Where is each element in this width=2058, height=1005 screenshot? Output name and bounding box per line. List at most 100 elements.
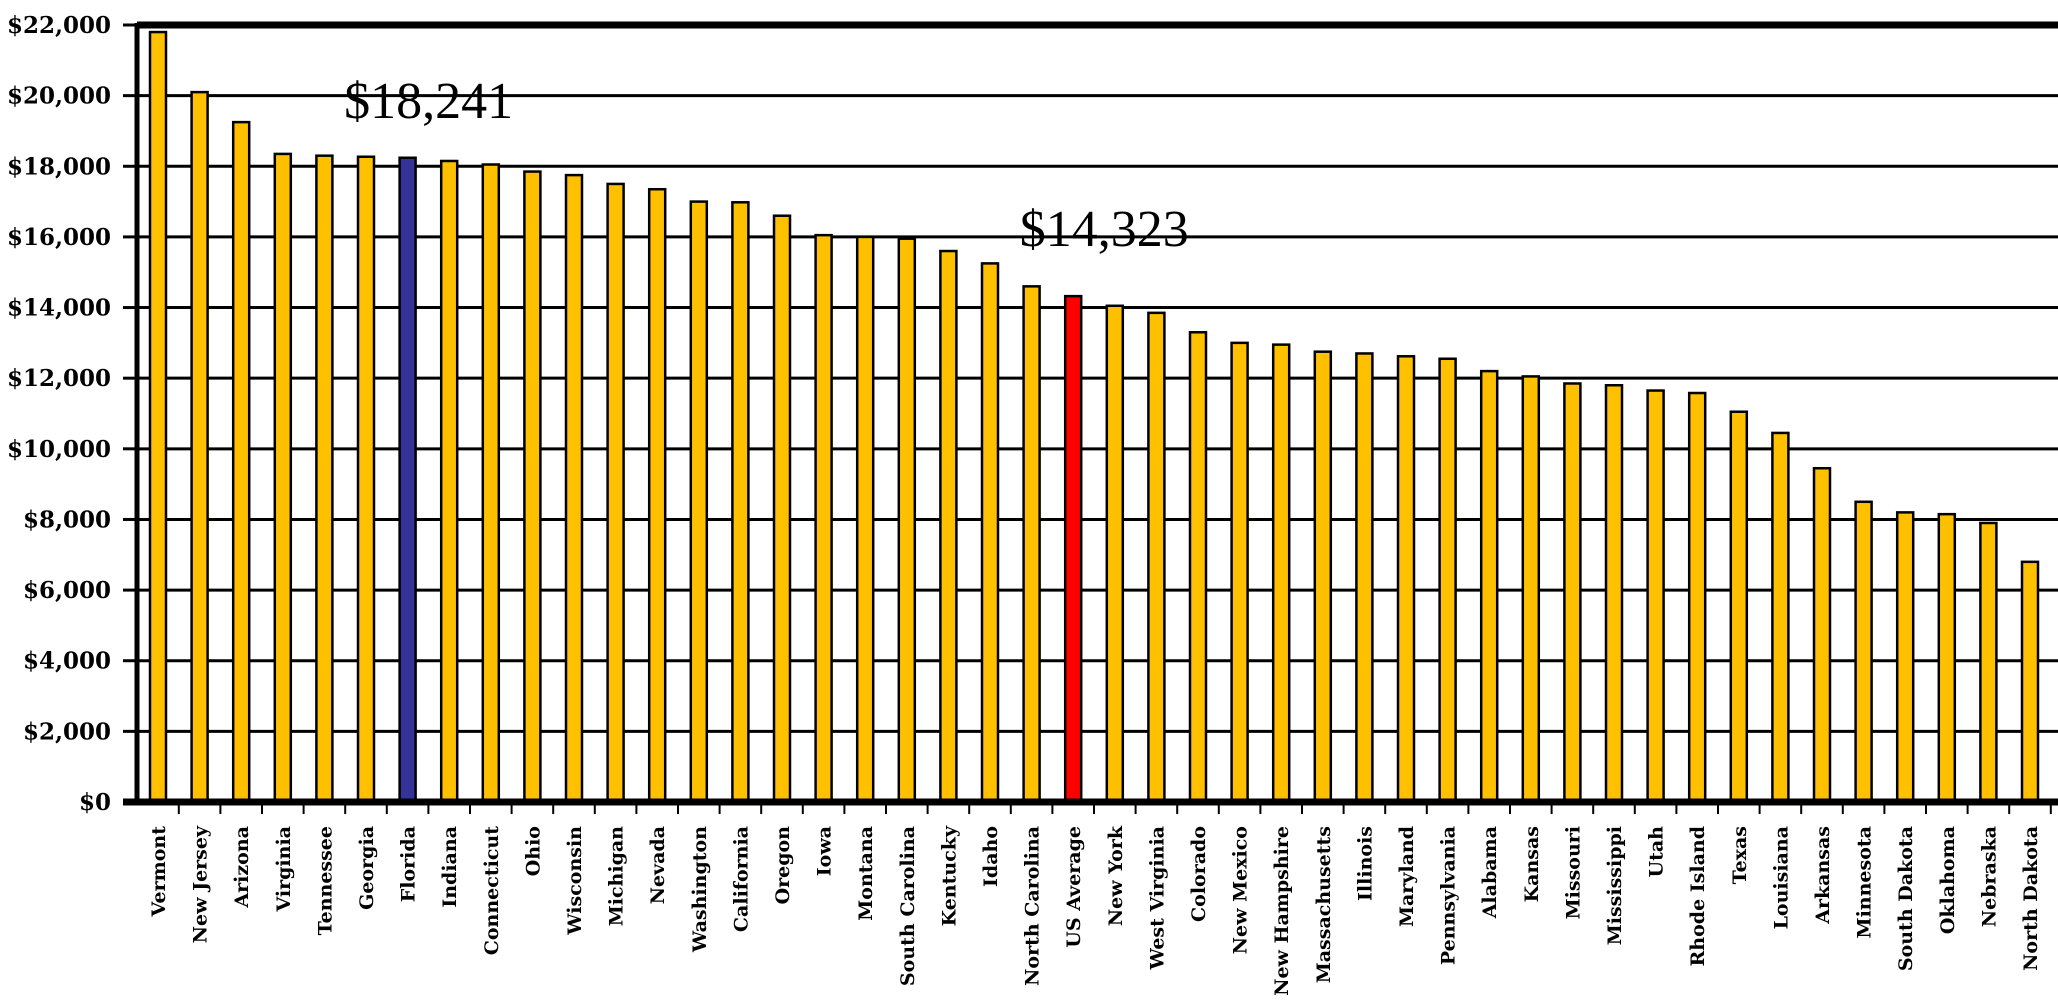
bar-michigan [606,182,625,804]
x-tick-label-virginia: Virginia [273,826,295,912]
y-tick-label: $4,000 [23,648,111,675]
x-tick-label-nevada: Nevada [647,826,669,904]
x-tick-label-illinois: Illinois [1354,826,1376,901]
x-tick-label-new-hampshire: New Hampshire [1271,826,1293,996]
bar-nevada [647,187,667,804]
bar-us-average [1063,294,1083,804]
bar-new-york [1105,304,1125,804]
bar-mississippi [1604,383,1624,804]
annotations: $18,241 $14,323 [344,73,1189,258]
bar-minnesota [1854,500,1873,804]
bar-utah [1646,389,1665,804]
bar-connecticut [481,163,501,804]
bar-colorado [1188,331,1208,804]
bar-vermont [148,30,168,804]
x-tick-label-georgia: Georgia [356,826,378,910]
bar-texas [1729,410,1749,804]
bars [148,30,2040,804]
x-tick-label-indiana: Indiana [439,826,461,908]
x-tick-label-alabama: Alabama [1479,826,1501,919]
x-tick-label-north-dakota: North Dakota [2020,826,2042,971]
bar-california [731,201,750,804]
x-tick-label-oregon: Oregon [772,826,794,905]
x-tick-label-arkansas: Arkansas [1812,826,1834,925]
x-tick-label-arizona: Arizona [231,826,253,909]
y-tick-label: $12,000 [7,365,111,392]
bar-rhode-island [1687,391,1707,804]
x-tick-label-south-carolina: South Carolina [897,826,919,986]
y-tick-label: $22,000 [7,12,111,39]
x-tick-label-texas: Texas [1729,826,1751,884]
bar-south-dakota [1895,511,1915,804]
bar-west-virginia [1147,311,1166,804]
y-tick-label: $16,000 [7,224,111,251]
bar-oklahoma [1937,512,1957,804]
x-tick-label-pennsylvania: Pennsylvania [1438,826,1460,965]
bar-new-mexico [1230,341,1249,804]
bar-montana [855,235,875,804]
bar-georgia [356,155,376,804]
x-tick-labels: Vermont New Jersey Arizona Virginia Tennesse… [148,825,2042,996]
x-tick-label-washington: Washington [689,826,711,953]
x-tick-label-wisconsin: Wisconsin [564,826,586,936]
bar-missouri [1563,382,1582,804]
bar-ohio [523,170,542,804]
y-tick-labels: $0 $2,000 $4,000 $6,000 $8,000 $10,000 $12,000… [7,12,111,816]
bar-north-carolina [1022,285,1041,804]
data-label-us-average: $14,323 [1020,201,1189,258]
x-tick-label-tennessee: Tennessee [314,826,336,935]
x-tick-label-louisiana: Louisiana [1770,826,1792,929]
x-tick-label-california: California [730,826,752,932]
bar-washington [689,200,709,804]
x-tick-label-idaho: Idaho [980,826,1002,887]
x-tick-label-kentucky: Kentucky [938,825,960,926]
bar-tennessee [315,154,334,804]
bar-kentucky [939,249,958,804]
x-tick-label-montana: Montana [855,826,877,921]
x-tick-label-missouri: Missouri [1562,826,1584,919]
x-tick-label-rhode-island: Rhode Island [1687,826,1709,966]
bar-massachusetts [1313,350,1333,804]
bar-illinois [1355,352,1374,804]
x-tick-label-oklahoma: Oklahoma [1937,826,1959,934]
x-tick-label-vermont: Vermont [148,826,170,918]
y-tick-label: $8,000 [23,506,111,533]
bar-wisconsin [564,173,584,804]
x-tick-label-minnesota: Minnesota [1854,826,1876,938]
x-tick-label-connecticut: Connecticut [481,826,503,955]
x-tick-label-ohio: Ohio [522,826,544,876]
bar-new-jersey [190,90,209,804]
x-tick-label-west-virginia: West Virginia [1146,826,1168,970]
bar-indiana [439,159,459,804]
bar-alabama [1479,369,1499,804]
y-tick-label: $14,000 [7,295,111,322]
x-tick-label-north-carolina: North Carolina [1022,826,1044,986]
x-tick-label-mississippi: Mississippi [1604,826,1626,945]
bar-arkansas [1812,466,1832,804]
bar-kansas [1521,375,1541,804]
bar-south-carolina [897,237,917,804]
x-tick-label-michigan: Michigan [606,826,628,926]
x-tick-label-iowa: Iowa [814,826,836,876]
y-tick-label: $18,000 [7,153,111,180]
x-tick-label-us-average: US Average [1063,826,1085,948]
bar-oregon [772,214,792,804]
x-tick-label-utah: Utah [1646,826,1668,878]
bar-idaho [980,262,1000,804]
x-tick-label-maryland: Maryland [1396,826,1418,927]
bar-pennsylvania [1438,357,1457,804]
y-tick-label: $6,000 [23,577,111,604]
bar-louisiana [1771,431,1790,804]
x-tick-label-new-mexico: New Mexico [1230,826,1252,954]
y-tick-label: $20,000 [7,83,111,110]
x-tick-label-florida: Florida [398,826,420,902]
bar-new-hampshire [1271,343,1291,804]
bar-maryland [1396,355,1416,804]
x-tick-label-massachusetts: Massachusetts [1313,826,1335,983]
data-label-florida: $18,241 [344,73,513,130]
x-tick-label-south-dakota: South Dakota [1895,826,1917,971]
x-tick-label-new-york: New York [1105,825,1127,926]
gridlines [137,21,2058,733]
x-tick-label-colorado: Colorado [1188,826,1210,922]
